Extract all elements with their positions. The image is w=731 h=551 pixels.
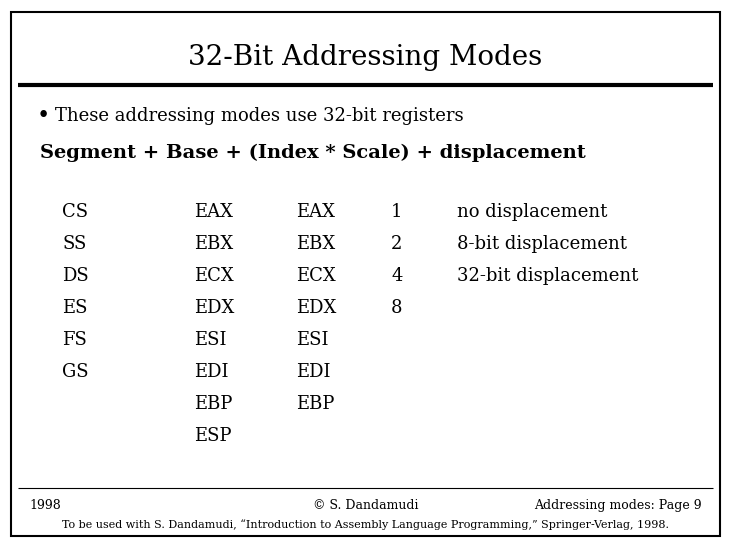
Text: no displacement: no displacement [457,203,607,221]
Text: GS: GS [62,363,88,381]
Text: EBP: EBP [194,395,232,413]
Text: Addressing modes: Page 9: Addressing modes: Page 9 [534,499,702,512]
Text: 8-bit displacement: 8-bit displacement [457,235,627,253]
Text: © S. Dandamudi: © S. Dandamudi [313,499,418,512]
Text: 32-Bit Addressing Modes: 32-Bit Addressing Modes [189,44,542,72]
Text: 1998: 1998 [29,499,61,512]
Text: 8: 8 [391,299,403,317]
Text: ESP: ESP [194,427,231,445]
Text: EAX: EAX [296,203,335,221]
Text: EDI: EDI [296,363,330,381]
Text: 2: 2 [391,235,403,253]
Text: EBX: EBX [296,235,336,253]
Text: ECX: ECX [296,267,336,285]
Text: •: • [37,105,50,127]
Text: These addressing modes use 32-bit registers: These addressing modes use 32-bit regist… [55,107,463,125]
Text: EBP: EBP [296,395,334,413]
Text: EDX: EDX [194,299,234,317]
Text: SS: SS [62,235,86,253]
Text: CS: CS [62,203,88,221]
Text: To be used with S. Dandamudi, “Introduction to Assembly Language Programming,” S: To be used with S. Dandamudi, “Introduct… [62,519,669,530]
Text: 32-bit displacement: 32-bit displacement [457,267,638,285]
Text: ESI: ESI [296,331,328,349]
Text: Segment + Base + (Index * Scale) + displacement: Segment + Base + (Index * Scale) + displ… [40,143,586,162]
Text: 4: 4 [391,267,403,285]
Text: EAX: EAX [194,203,232,221]
FancyBboxPatch shape [11,12,720,536]
Text: EDI: EDI [194,363,228,381]
Text: 1: 1 [391,203,403,221]
Text: ES: ES [62,299,88,317]
Text: EDX: EDX [296,299,336,317]
Text: DS: DS [62,267,89,285]
Text: ESI: ESI [194,331,226,349]
Text: EBX: EBX [194,235,233,253]
Text: FS: FS [62,331,87,349]
Text: ECX: ECX [194,267,233,285]
